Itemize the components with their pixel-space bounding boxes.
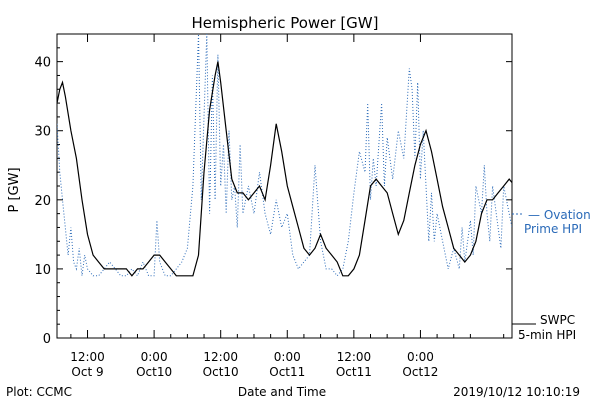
legend-ovation-label-2: Prime HPI — [524, 222, 582, 236]
x-tick-label-time: 0:00 — [141, 350, 168, 364]
series-group — [57, 34, 512, 277]
legend-swpc-label-2: 5-min HPI — [518, 328, 576, 342]
footer-plot-credit: Plot: CCMC — [6, 385, 72, 399]
y-tick-label: 0 — [43, 332, 51, 347]
y-tick-label: 40 — [34, 56, 51, 71]
legend-swpc-label: SWPC — [540, 313, 575, 327]
y-tick-label: 10 — [34, 263, 51, 278]
chart-title: Hemispheric Power [GW] — [192, 14, 379, 32]
x-tick-label-time: 0:00 — [407, 350, 434, 364]
y-tick-label: 30 — [34, 125, 51, 140]
x-tick-label-date: Oct10 — [136, 365, 172, 379]
footer-timestamp: 2019/10/12 10:10:19 — [453, 385, 580, 399]
x-tick-label-time: 12:00 — [203, 350, 238, 364]
y-tick-label: 20 — [34, 194, 51, 209]
y-axis-ticks: 0 10 20 30 40 — [34, 33, 512, 347]
x-tick-label-date: Oct11 — [336, 365, 372, 379]
x-tick-label-date: Oct 9 — [71, 365, 103, 379]
x-tick-label-time: 12:00 — [70, 350, 105, 364]
x-axis-label: Date and Time — [238, 385, 326, 399]
y-axis-label: P [GW] — [7, 167, 22, 212]
series-ovation-prime-hpi — [57, 34, 512, 277]
plot-frame — [56, 33, 513, 339]
x-tick-label-date: Oct12 — [402, 365, 438, 379]
x-tick-label-date: Oct11 — [269, 365, 305, 379]
legend-ovation-label: — Ovation — [528, 208, 591, 222]
x-tick-label-date: Oct10 — [203, 365, 239, 379]
series-swpc-hpi — [57, 61, 512, 277]
x-tick-label-time: 0:00 — [274, 350, 301, 364]
x-tick-label-time: 12:00 — [337, 350, 372, 364]
